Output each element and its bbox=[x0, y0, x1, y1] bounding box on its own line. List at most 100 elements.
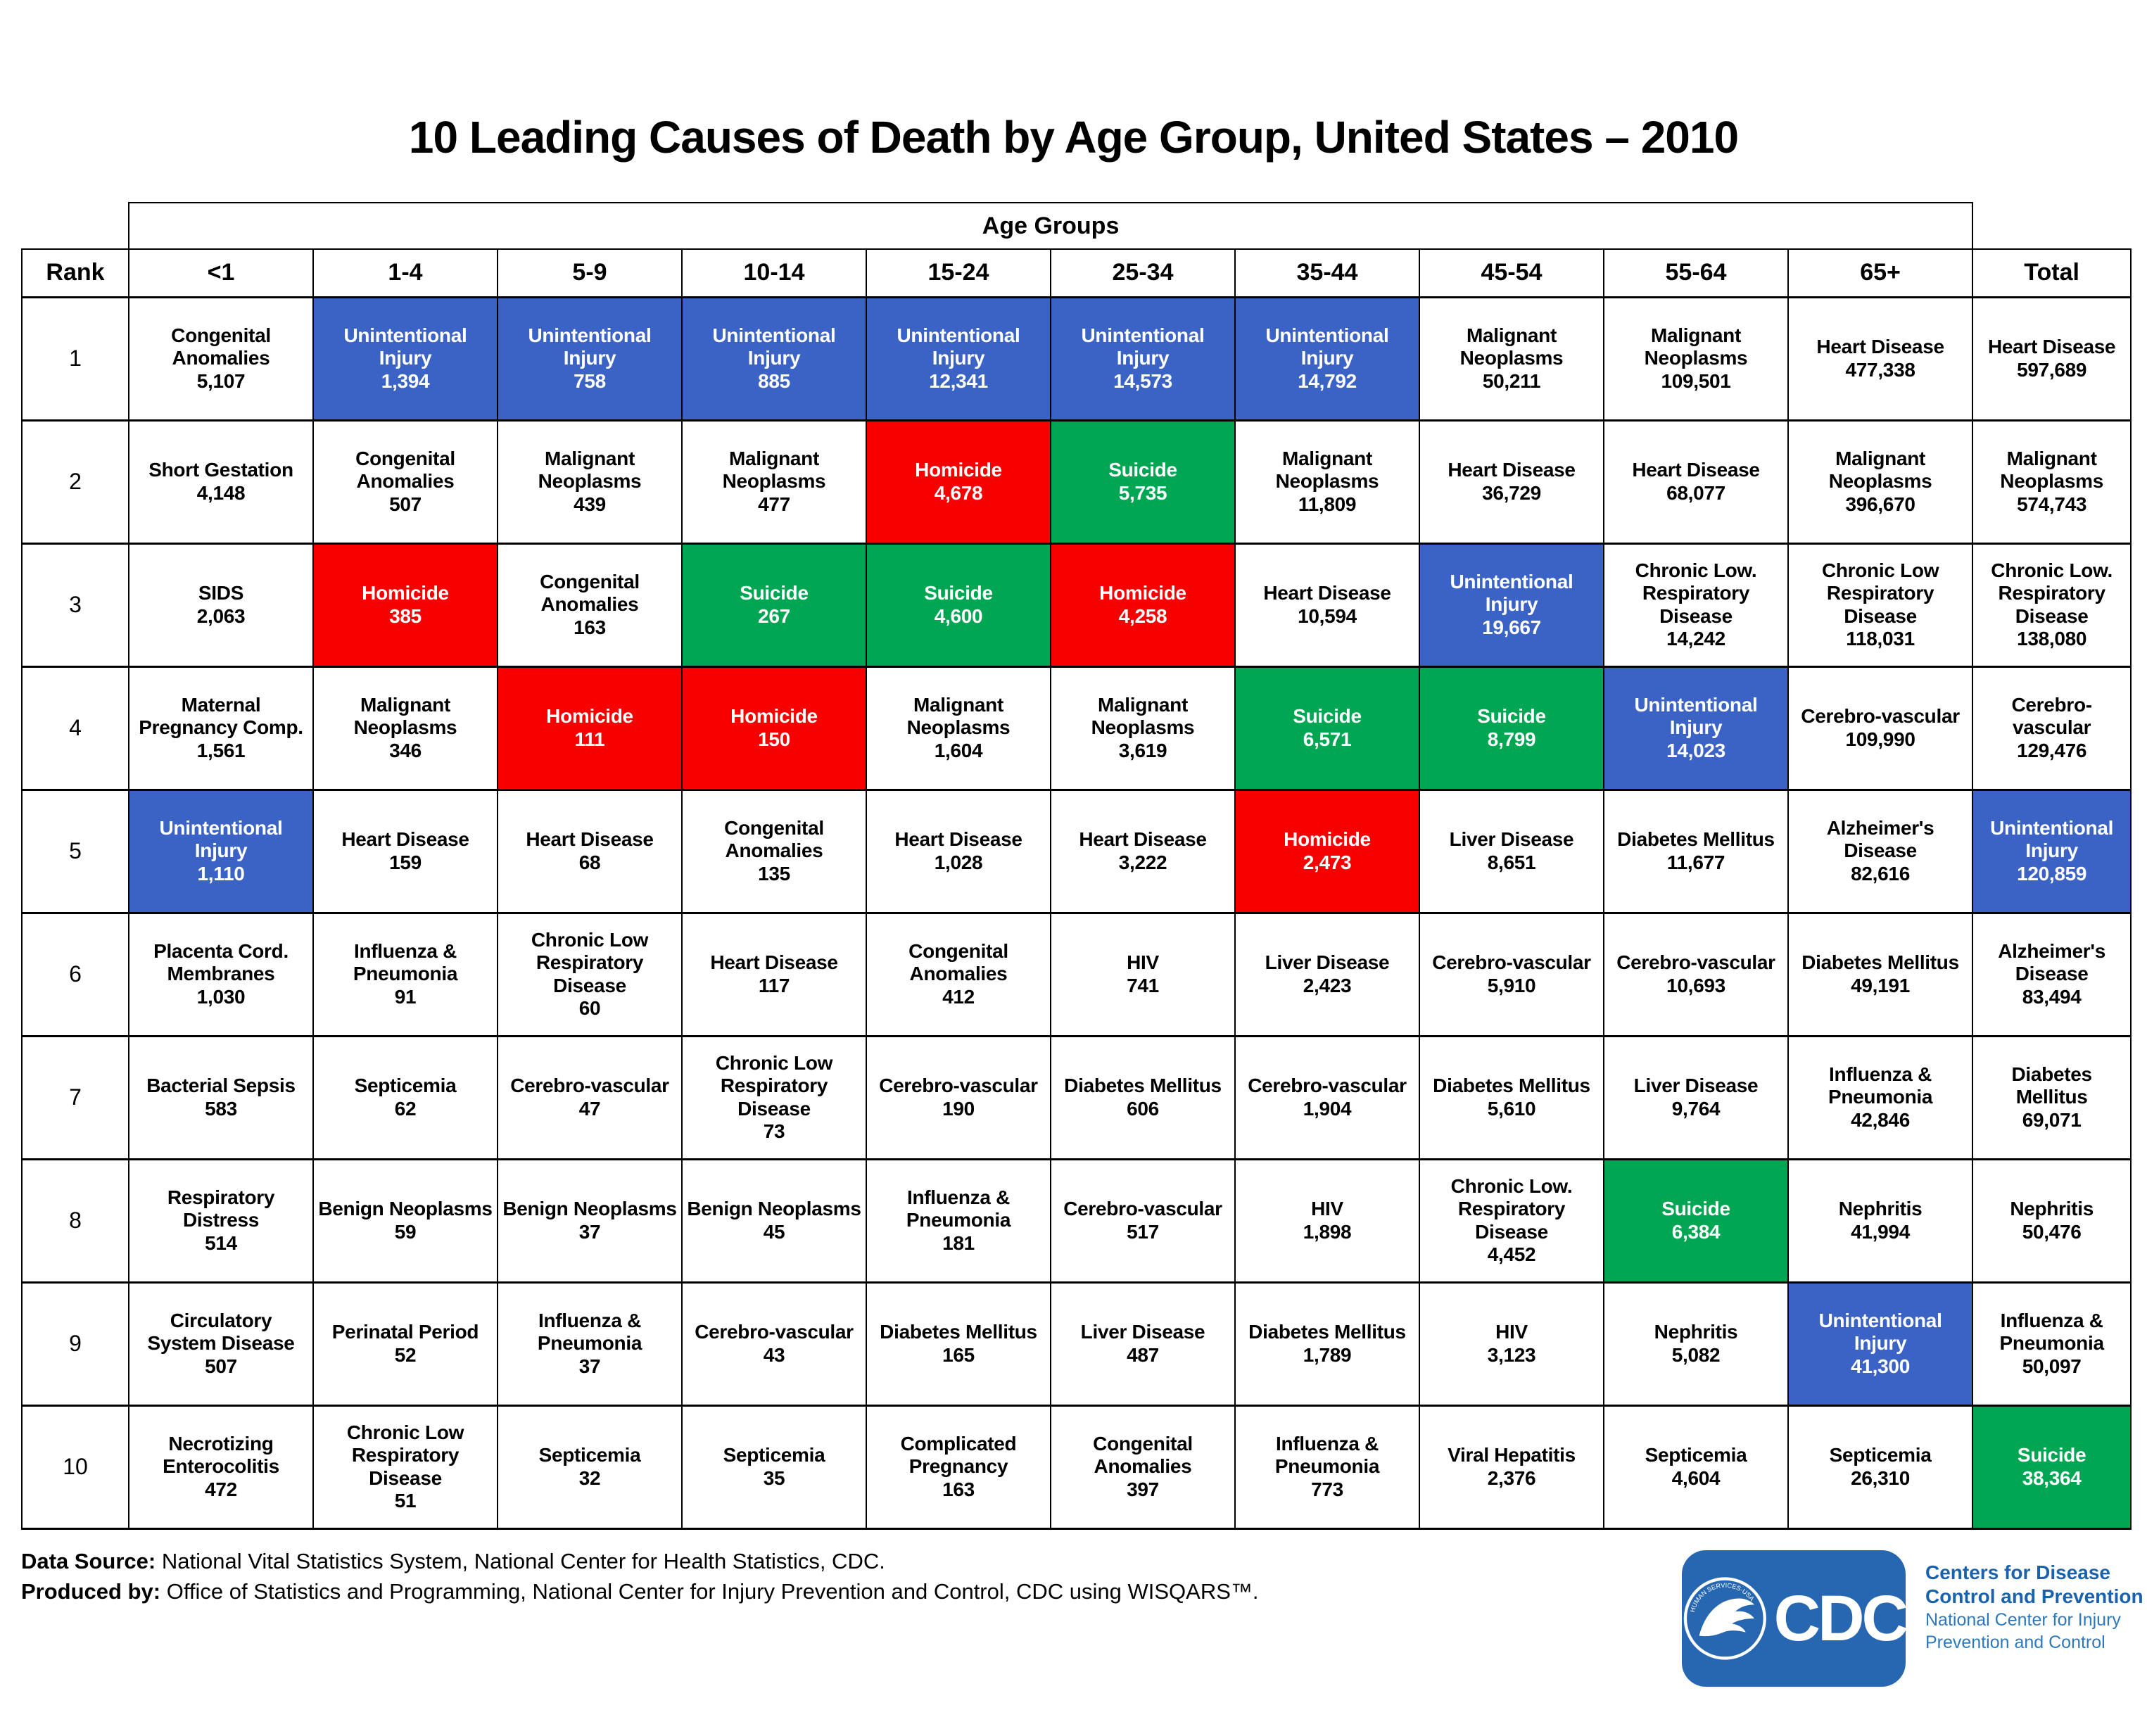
cause-cell: Unintentional Injury 19,667 bbox=[1419, 542, 1604, 668]
death-count: 396,670 bbox=[1845, 493, 1915, 515]
cause-cell: Homicide 150 bbox=[681, 665, 867, 791]
leading-causes-table: Age Groups Rank <1 1-4 5-9 10-14 15-24 25-34 35-… bbox=[21, 202, 2132, 1530]
death-count: 1,030 bbox=[196, 985, 246, 1008]
death-count: 487 bbox=[1127, 1343, 1159, 1366]
cause-cell: Malignant Neoplasms 346 bbox=[312, 665, 498, 791]
cause-cell: Septicemia 62 bbox=[312, 1034, 498, 1160]
death-count: 3,123 bbox=[1487, 1343, 1536, 1366]
cause-cell: Chronic Low. Respiratory Disease 4,452 bbox=[1419, 1158, 1604, 1284]
cause-label: Influenza & Pneumonia bbox=[537, 1309, 642, 1355]
cause-label: Cerebro-vascular bbox=[1248, 1075, 1407, 1097]
cause-label: Chronic Low Respiratory Disease bbox=[346, 1421, 464, 1489]
cause-label: Liver Disease bbox=[1449, 828, 1574, 851]
death-count: 574,743 bbox=[2017, 493, 2087, 515]
rank-cell: 8 bbox=[21, 1158, 129, 1284]
death-count: 68,077 bbox=[1666, 481, 1725, 504]
cause-cell: Nephritis 50,476 bbox=[1972, 1158, 2132, 1284]
death-count: 42,846 bbox=[1851, 1108, 1910, 1131]
cause-label: Unintentional Injury bbox=[1818, 1309, 1942, 1355]
death-count: 397 bbox=[1127, 1478, 1159, 1500]
death-count: 885 bbox=[758, 369, 790, 392]
agency-line-3: National Center for Injury bbox=[1925, 1610, 2121, 1630]
death-count: 6,384 bbox=[1671, 1220, 1721, 1243]
death-count: 62 bbox=[394, 1097, 417, 1120]
rank-cell: 10 bbox=[21, 1404, 129, 1530]
cause-label: Chronic Low Respiratory Disease bbox=[531, 928, 649, 996]
cause-cell: Nephritis 5,082 bbox=[1603, 1281, 1789, 1407]
death-count: 517 bbox=[1127, 1220, 1159, 1243]
cause-cell: Benign Neoplasms 45 bbox=[681, 1158, 867, 1284]
death-count: 1,394 bbox=[381, 369, 430, 392]
death-count: 507 bbox=[389, 493, 422, 515]
cause-label: Suicide bbox=[1661, 1198, 1730, 1220]
cause-label: Heart Disease bbox=[1987, 336, 2116, 358]
cause-label: Chronic Low Respiratory Disease bbox=[1821, 559, 1939, 627]
cause-cell: Malignant Neoplasms 477 bbox=[681, 419, 867, 545]
death-count: 5,910 bbox=[1487, 974, 1536, 996]
death-count: 773 bbox=[1311, 1478, 1343, 1500]
cause-cell: Heart Disease 36,729 bbox=[1419, 419, 1604, 545]
cause-label: Suicide bbox=[1108, 459, 1177, 481]
cause-cell: Heart Disease 477,338 bbox=[1787, 296, 1974, 422]
cause-cell: Malignant Neoplasms 3,619 bbox=[1050, 665, 1236, 791]
produced-by-label: Produced by: bbox=[21, 1578, 161, 1604]
cause-label: Placenta Cord. Membranes bbox=[153, 939, 289, 985]
cause-label: Liver Disease bbox=[1265, 951, 1390, 974]
cause-label: Malignant Neoplasms bbox=[1459, 324, 1564, 369]
cause-label: Chronic Low. Respiratory Disease bbox=[1991, 559, 2113, 627]
cause-label: Diabetes Mellitus bbox=[2011, 1063, 2092, 1108]
death-count: 2,473 bbox=[1303, 851, 1352, 873]
cause-label: Heart Disease bbox=[1263, 582, 1391, 604]
cause-label: Homicide bbox=[546, 705, 633, 728]
cause-label: Cerebro-vascular bbox=[1616, 951, 1775, 974]
death-count: 439 bbox=[574, 493, 606, 515]
cause-cell: Unintentional Injury 12,341 bbox=[866, 296, 1051, 422]
death-count: 73 bbox=[763, 1120, 785, 1142]
cause-cell: Respiratory Distress 514 bbox=[128, 1158, 314, 1284]
death-count: 32 bbox=[578, 1466, 601, 1489]
cause-cell: Congenital Anomalies 397 bbox=[1050, 1404, 1236, 1530]
data-source-label: Data Source: bbox=[21, 1549, 156, 1573]
death-count: 50,476 bbox=[2022, 1220, 2082, 1243]
cause-label: SIDS bbox=[198, 582, 244, 604]
death-count: 1,789 bbox=[1303, 1343, 1352, 1366]
cause-label: Congenital Anomalies bbox=[1093, 1432, 1193, 1478]
cause-label: Suicide bbox=[1477, 705, 1546, 728]
cause-label: Septicemia bbox=[1829, 1444, 1932, 1466]
cause-cell: Perinatal Period 52 bbox=[312, 1281, 498, 1407]
cause-label: Septicemia bbox=[354, 1075, 457, 1097]
produced-by-line: Produced by: Office of Statistics and Pr… bbox=[21, 1577, 1259, 1607]
cause-label: Unintentional Injury bbox=[1265, 324, 1389, 369]
cause-label: Malignant Neoplasms bbox=[906, 693, 1011, 739]
cause-label: Nephritis bbox=[1654, 1321, 1738, 1343]
cause-cell: Diabetes Mellitus 1,789 bbox=[1234, 1281, 1420, 1407]
cause-cell: Malignant Neoplasms 1,604 bbox=[866, 665, 1051, 791]
death-count: 6,571 bbox=[1303, 728, 1352, 750]
death-count: 190 bbox=[942, 1097, 975, 1120]
death-count: 9,764 bbox=[1671, 1097, 1721, 1120]
cause-label: Heart Disease bbox=[1632, 459, 1760, 481]
death-count: 135 bbox=[758, 862, 790, 885]
cause-cell: Heart Disease 1,028 bbox=[866, 788, 1051, 914]
cause-cell: Unintentional Injury 1,110 bbox=[128, 788, 314, 914]
cause-label: Cerebro-vascular bbox=[1063, 1198, 1222, 1220]
cause-cell: Chronic Low Respiratory Disease 51 bbox=[312, 1404, 498, 1530]
cause-label: Circulatory System Disease bbox=[147, 1309, 295, 1355]
death-count: 50,211 bbox=[1482, 369, 1541, 392]
table-row: 6 Placenta Cord. Membranes 1,030 Influenza … bbox=[21, 911, 2132, 1037]
cause-cell: Heart Disease 159 bbox=[312, 788, 498, 914]
death-count: 758 bbox=[574, 369, 606, 392]
death-count: 47 bbox=[578, 1097, 601, 1120]
cause-cell: Chronic Low. Respiratory Disease 14,242 bbox=[1603, 542, 1789, 668]
cause-cell: Heart Disease 68,077 bbox=[1603, 419, 1789, 545]
death-count: 14,792 bbox=[1298, 369, 1357, 392]
death-count: 5,735 bbox=[1118, 481, 1167, 504]
cause-label: Influenza & Pneumonia bbox=[1999, 1309, 2105, 1355]
cause-label: HIV bbox=[1311, 1198, 1343, 1220]
cause-label: Malignant Neoplasms bbox=[538, 447, 642, 493]
death-count: 49,191 bbox=[1851, 974, 1910, 996]
cause-cell: Nephritis 41,994 bbox=[1787, 1158, 1974, 1284]
age-column-header: 45-54 bbox=[1419, 248, 1604, 298]
cause-cell: Influenza & Pneumonia 42,846 bbox=[1787, 1034, 1974, 1160]
rank-cell: 9 bbox=[21, 1281, 129, 1407]
